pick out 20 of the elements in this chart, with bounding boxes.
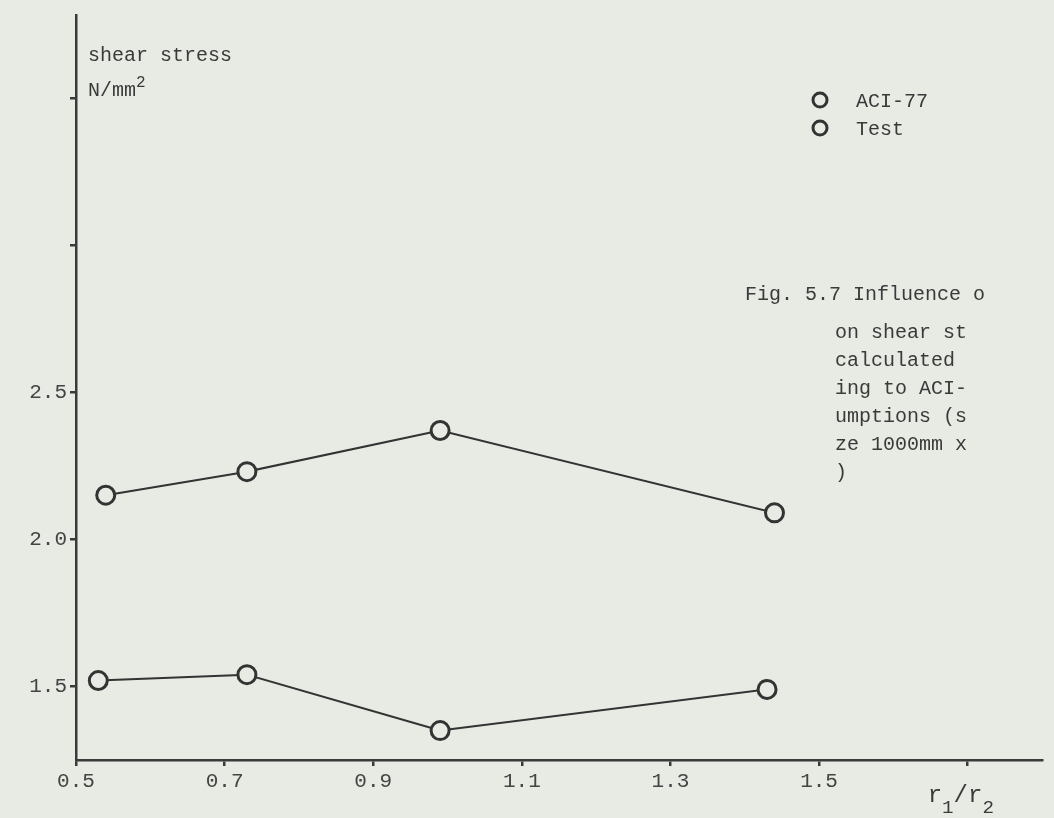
legend-label: ACI-77 xyxy=(856,90,929,113)
y-tick-label: 2.0 xyxy=(29,527,67,551)
point xyxy=(429,419,451,441)
point xyxy=(87,670,109,692)
annotation: Fig. 5.7 Influence o on shear st calculated ing to ACI- umptions (s ze 1000mm x ) xyxy=(745,283,986,484)
point xyxy=(763,502,785,524)
point xyxy=(236,461,258,483)
x-tick-label: 1.1 xyxy=(502,770,541,794)
x-tick-label: 1.3 xyxy=(651,770,690,794)
x-tick-label: 0.7 xyxy=(205,770,244,794)
y-tick-label: 1.5 xyxy=(29,675,67,699)
x-tick-label: 0.9 xyxy=(354,770,393,794)
point xyxy=(756,678,778,700)
x-tick-label: 1.5 xyxy=(800,770,838,794)
y-tick-label: 2.5 xyxy=(29,380,67,404)
point xyxy=(236,664,258,686)
point xyxy=(95,484,117,506)
legend-label: Test xyxy=(856,118,905,141)
x-tick-label: 0.5 xyxy=(57,770,95,794)
point xyxy=(429,720,451,742)
